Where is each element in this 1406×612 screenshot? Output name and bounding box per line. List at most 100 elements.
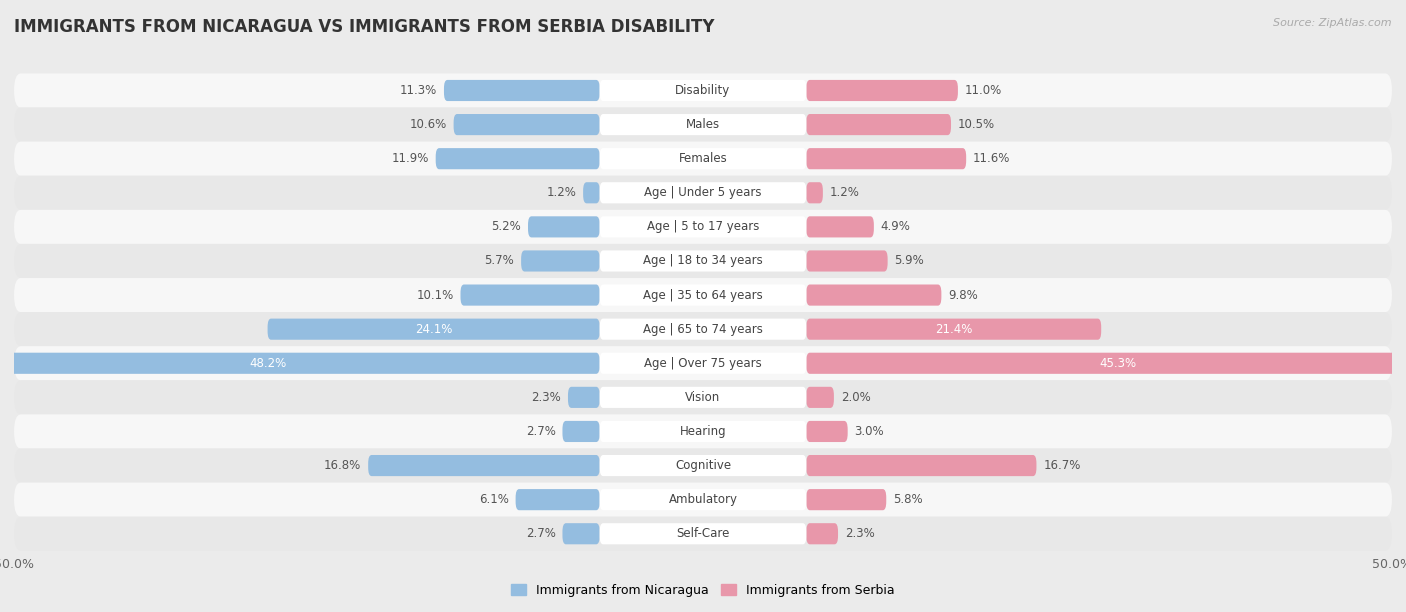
- Text: 21.4%: 21.4%: [935, 323, 973, 335]
- Text: 5.7%: 5.7%: [485, 255, 515, 267]
- Text: Age | Over 75 years: Age | Over 75 years: [644, 357, 762, 370]
- FancyBboxPatch shape: [807, 182, 823, 203]
- FancyBboxPatch shape: [599, 353, 807, 374]
- FancyBboxPatch shape: [599, 489, 807, 510]
- FancyBboxPatch shape: [807, 250, 887, 272]
- Text: 24.1%: 24.1%: [415, 323, 453, 335]
- Text: 4.9%: 4.9%: [880, 220, 911, 233]
- Text: Age | Under 5 years: Age | Under 5 years: [644, 186, 762, 200]
- Text: 45.3%: 45.3%: [1099, 357, 1137, 370]
- FancyBboxPatch shape: [599, 387, 807, 408]
- FancyBboxPatch shape: [461, 285, 599, 305]
- FancyBboxPatch shape: [583, 182, 599, 203]
- Text: Source: ZipAtlas.com: Source: ZipAtlas.com: [1274, 18, 1392, 28]
- FancyBboxPatch shape: [807, 319, 1101, 340]
- Text: Age | 18 to 34 years: Age | 18 to 34 years: [643, 255, 763, 267]
- Text: 2.7%: 2.7%: [526, 528, 555, 540]
- Text: 5.8%: 5.8%: [893, 493, 922, 506]
- FancyBboxPatch shape: [14, 449, 1392, 483]
- FancyBboxPatch shape: [599, 80, 807, 101]
- FancyBboxPatch shape: [599, 319, 807, 340]
- FancyBboxPatch shape: [14, 141, 1392, 176]
- FancyBboxPatch shape: [14, 414, 1392, 449]
- Text: Age | 65 to 74 years: Age | 65 to 74 years: [643, 323, 763, 335]
- FancyBboxPatch shape: [562, 523, 599, 544]
- FancyBboxPatch shape: [599, 285, 807, 305]
- FancyBboxPatch shape: [454, 114, 599, 135]
- FancyBboxPatch shape: [807, 353, 1406, 374]
- Text: 16.7%: 16.7%: [1043, 459, 1081, 472]
- Text: Vision: Vision: [685, 391, 721, 404]
- Text: Females: Females: [679, 152, 727, 165]
- Text: 5.2%: 5.2%: [491, 220, 522, 233]
- FancyBboxPatch shape: [368, 455, 599, 476]
- FancyBboxPatch shape: [807, 148, 966, 170]
- Text: 9.8%: 9.8%: [948, 289, 979, 302]
- Text: 2.3%: 2.3%: [531, 391, 561, 404]
- Text: Self-Care: Self-Care: [676, 528, 730, 540]
- Text: 11.9%: 11.9%: [391, 152, 429, 165]
- Text: 3.0%: 3.0%: [855, 425, 884, 438]
- FancyBboxPatch shape: [807, 489, 886, 510]
- FancyBboxPatch shape: [14, 312, 1392, 346]
- Text: 16.8%: 16.8%: [323, 459, 361, 472]
- FancyBboxPatch shape: [807, 387, 834, 408]
- Text: Hearing: Hearing: [679, 425, 727, 438]
- FancyBboxPatch shape: [522, 250, 599, 272]
- Text: Age | 5 to 17 years: Age | 5 to 17 years: [647, 220, 759, 233]
- Text: 6.1%: 6.1%: [479, 493, 509, 506]
- Text: 1.2%: 1.2%: [830, 186, 859, 200]
- FancyBboxPatch shape: [807, 523, 838, 544]
- Text: Age | 35 to 64 years: Age | 35 to 64 years: [643, 289, 763, 302]
- FancyBboxPatch shape: [599, 114, 807, 135]
- FancyBboxPatch shape: [807, 421, 848, 442]
- FancyBboxPatch shape: [14, 278, 1392, 312]
- FancyBboxPatch shape: [14, 73, 1392, 108]
- Text: Males: Males: [686, 118, 720, 131]
- FancyBboxPatch shape: [14, 380, 1392, 414]
- FancyBboxPatch shape: [599, 421, 807, 442]
- FancyBboxPatch shape: [807, 114, 950, 135]
- Text: 11.0%: 11.0%: [965, 84, 1002, 97]
- FancyBboxPatch shape: [14, 210, 1392, 244]
- Text: Ambulatory: Ambulatory: [668, 493, 738, 506]
- FancyBboxPatch shape: [436, 148, 599, 170]
- FancyBboxPatch shape: [529, 216, 599, 237]
- Text: 48.2%: 48.2%: [249, 357, 287, 370]
- FancyBboxPatch shape: [599, 182, 807, 203]
- FancyBboxPatch shape: [807, 80, 957, 101]
- Text: 5.9%: 5.9%: [894, 255, 924, 267]
- FancyBboxPatch shape: [14, 244, 1392, 278]
- Text: 11.6%: 11.6%: [973, 152, 1011, 165]
- Text: 1.2%: 1.2%: [547, 186, 576, 200]
- Text: 2.0%: 2.0%: [841, 391, 870, 404]
- FancyBboxPatch shape: [599, 250, 807, 272]
- Text: IMMIGRANTS FROM NICARAGUA VS IMMIGRANTS FROM SERBIA DISABILITY: IMMIGRANTS FROM NICARAGUA VS IMMIGRANTS …: [14, 18, 714, 36]
- Text: Cognitive: Cognitive: [675, 459, 731, 472]
- Legend: Immigrants from Nicaragua, Immigrants from Serbia: Immigrants from Nicaragua, Immigrants fr…: [506, 579, 900, 602]
- FancyBboxPatch shape: [267, 319, 599, 340]
- FancyBboxPatch shape: [516, 489, 599, 510]
- FancyBboxPatch shape: [562, 421, 599, 442]
- FancyBboxPatch shape: [14, 517, 1392, 551]
- FancyBboxPatch shape: [14, 176, 1392, 210]
- FancyBboxPatch shape: [14, 483, 1392, 517]
- FancyBboxPatch shape: [568, 387, 599, 408]
- FancyBboxPatch shape: [807, 285, 942, 305]
- FancyBboxPatch shape: [14, 346, 1392, 380]
- FancyBboxPatch shape: [0, 353, 599, 374]
- Text: 2.7%: 2.7%: [526, 425, 555, 438]
- Text: 11.3%: 11.3%: [399, 84, 437, 97]
- FancyBboxPatch shape: [599, 455, 807, 476]
- Text: Disability: Disability: [675, 84, 731, 97]
- FancyBboxPatch shape: [444, 80, 599, 101]
- Text: 2.3%: 2.3%: [845, 528, 875, 540]
- FancyBboxPatch shape: [14, 108, 1392, 141]
- Text: 10.6%: 10.6%: [409, 118, 447, 131]
- Text: 10.1%: 10.1%: [416, 289, 454, 302]
- FancyBboxPatch shape: [807, 216, 875, 237]
- FancyBboxPatch shape: [807, 455, 1036, 476]
- FancyBboxPatch shape: [599, 216, 807, 237]
- Text: 10.5%: 10.5%: [957, 118, 995, 131]
- FancyBboxPatch shape: [599, 523, 807, 544]
